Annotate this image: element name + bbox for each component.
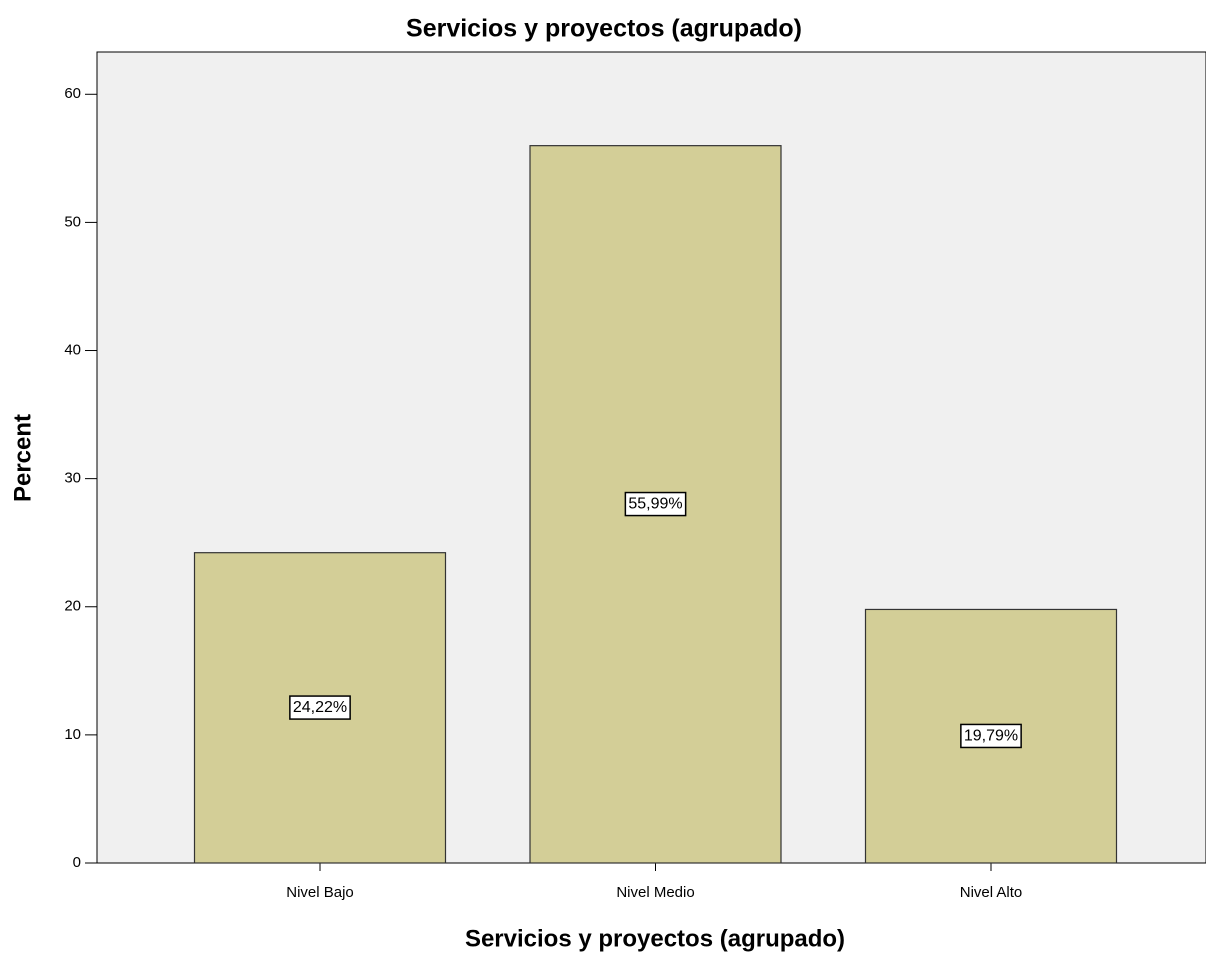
y-tick-label: 30 [64, 470, 81, 487]
y-tick-label: 10 [64, 726, 81, 743]
chart-title: Servicios y proyectos (agrupado) [406, 15, 802, 43]
x-tick-label: Nivel Medio [616, 884, 694, 901]
y-tick-label: 40 [64, 341, 81, 358]
x-axis-title: Servicios y proyectos (agrupado) [465, 925, 845, 952]
value-label-box [960, 723, 1022, 749]
x-tick-label: Nivel Alto [960, 884, 1023, 901]
value-label-box [289, 695, 351, 720]
x-tick-label: Nivel Bajo [286, 884, 354, 901]
y-tick-label: 0 [73, 854, 81, 871]
y-tick-label: 60 [64, 85, 81, 102]
value-label: 19,79% [964, 727, 1018, 744]
value-label-box [624, 491, 687, 517]
y-axis-title: Percent [9, 414, 36, 502]
value-label: 55,99% [628, 496, 682, 513]
y-tick-label: 20 [64, 598, 81, 615]
y-tick-label: 50 [64, 213, 81, 230]
value-label: 24,22% [293, 699, 347, 716]
